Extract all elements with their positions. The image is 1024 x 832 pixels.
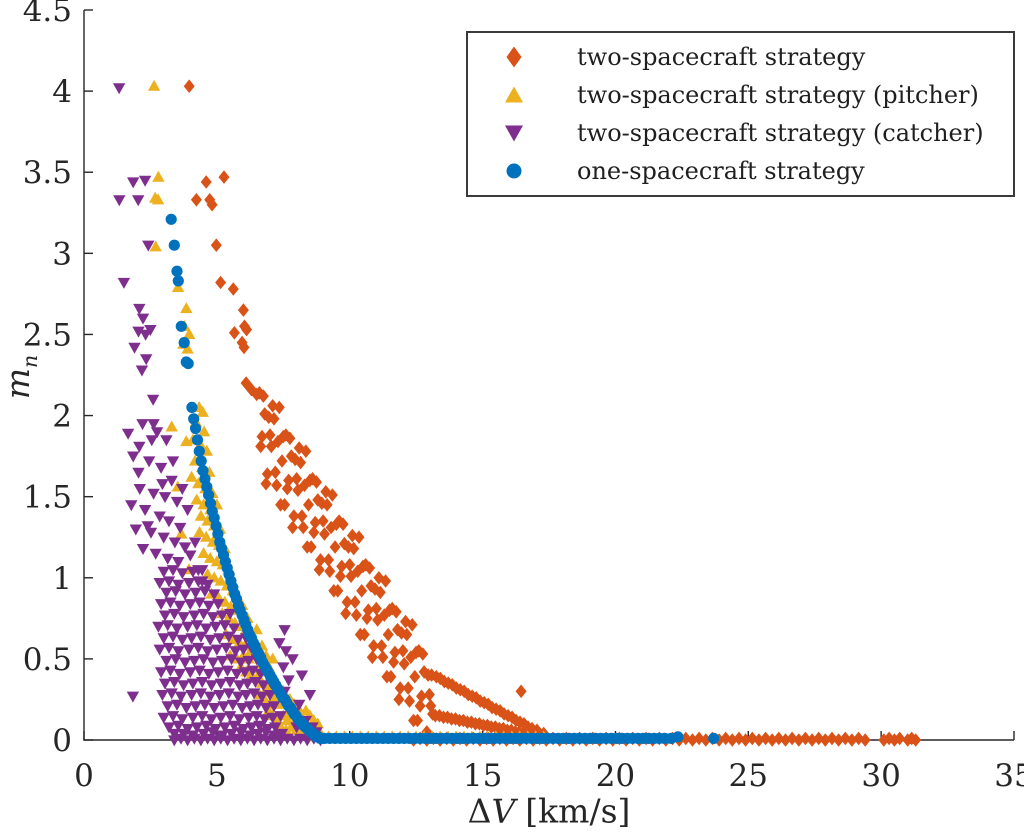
legend-label-catcher: two-spacecraft strategy (catcher) [577, 119, 984, 147]
y-tick-label: 3 [52, 236, 72, 272]
x-tick-label: 35 [994, 758, 1024, 794]
triangle-up-marker-icon [505, 86, 523, 103]
x-tick-label: 10 [330, 758, 369, 794]
legend-row-two-spacecraft: two-spacecraft strategy [468, 38, 1013, 76]
y-axis-label-subscript: n [17, 354, 42, 368]
x-tick-label: 0 [74, 758, 94, 794]
legend: two-spacecraft strategy two-spacecraft s… [466, 31, 1015, 197]
legend-label-pitcher: two-spacecraft strategy (pitcher) [577, 81, 979, 109]
y-tick-label: 1 [52, 561, 72, 597]
x-tick-label: 20 [596, 758, 635, 794]
circle-marker-icon [506, 163, 522, 179]
legend-label-one-spacecraft: one-spacecraft strategy [577, 157, 865, 185]
y-tick-label: 0.5 [23, 642, 72, 678]
y-tick-label: 2.5 [23, 317, 72, 353]
x-axis-label-unit: [km/s] [525, 791, 631, 831]
legend-row-catcher: two-spacecraft strategy (catcher) [468, 114, 1013, 152]
x-axis-label: ΔV [km/s] [468, 792, 631, 831]
x-axis-label-delta: Δ [467, 791, 492, 831]
x-tick-label: 15 [463, 758, 502, 794]
x-tick-label: 30 [861, 758, 900, 794]
legend-label-two-spacecraft: two-spacecraft strategy [577, 43, 866, 71]
y-tick-label: 1.5 [23, 480, 72, 516]
triangle-down-marker-icon [505, 125, 523, 142]
x-tick-label: 25 [729, 758, 768, 794]
x-tick-label: 5 [207, 758, 227, 794]
y-tick-label: 4 [52, 74, 72, 110]
y-tick-label: 0 [52, 723, 72, 759]
y-axis-label: mn [0, 355, 42, 399]
diamond-marker-icon [506, 46, 522, 68]
legend-row-pitcher: two-spacecraft strategy (pitcher) [468, 76, 1013, 114]
y-tick-label: 2 [52, 399, 72, 435]
y-axis-label-variable: m [0, 367, 38, 400]
legend-row-one-spacecraft: one-spacecraft strategy [468, 152, 1013, 190]
series-points-triangle-down [112, 83, 327, 747]
y-tick-label: 3.5 [23, 155, 72, 191]
y-tick-label: 4.5 [23, 0, 72, 29]
x-axis-label-variable: V [491, 791, 516, 831]
